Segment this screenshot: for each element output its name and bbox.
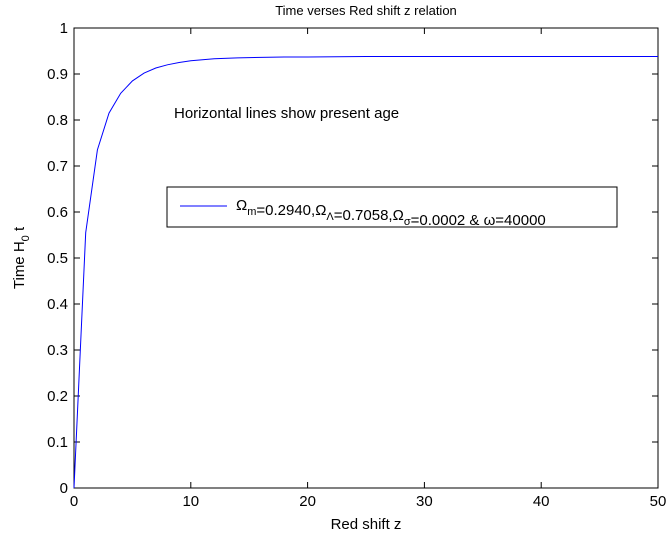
- y-tick-label: 0.9: [47, 66, 68, 83]
- y-tick-label: 0.8: [47, 112, 68, 129]
- y-label-subscript: 0: [20, 235, 32, 241]
- y-axis-label: Time H0 t: [11, 226, 32, 289]
- x-tick-label: 30: [416, 493, 433, 510]
- plot-area: [73, 27, 659, 489]
- y-tick-label: 0.3: [47, 342, 68, 359]
- legend-text: Ω: [236, 197, 247, 214]
- annotation-text: Horizontal lines show present age: [174, 105, 399, 122]
- y-tick-label: 0.4: [47, 296, 68, 313]
- y-tick-label: 0.5: [47, 250, 68, 267]
- legend-text: =0.7058,: [334, 207, 393, 224]
- legend-text: =0.2940,: [256, 202, 315, 219]
- x-tick-label: 50: [650, 493, 667, 510]
- axis-tick-labels: 0 10 20 30 40 50 0 0.1 0.2 0.3 0.4 0.5 0.6 0.7 0.8 0.9 1: [47, 20, 666, 510]
- x-axis-label: Red shift z: [331, 516, 402, 533]
- legend-subscript: σ: [404, 216, 411, 228]
- y-tick-label: 0.2: [47, 388, 68, 405]
- legend-text: Ω: [393, 207, 404, 224]
- legend-box: [166, 186, 618, 228]
- legend-text: Ω: [315, 202, 326, 219]
- y-label-text: Time H: [11, 241, 28, 289]
- legend-subscript: Λ: [326, 211, 334, 223]
- legend-text: =0.0002 & ω=40000: [411, 212, 546, 229]
- y-label-tail: t: [11, 226, 28, 235]
- x-tick-label: 0: [70, 493, 78, 510]
- y-tick-label: 0.7: [47, 158, 68, 175]
- x-tick-label: 20: [299, 493, 316, 510]
- x-tick-label: 10: [182, 493, 199, 510]
- chart-title: Time verses Red shift z relation: [275, 3, 457, 18]
- y-tick-label: 0: [60, 480, 68, 497]
- y-tick-label: 1: [60, 20, 68, 37]
- y-tick-label: 0.6: [47, 204, 68, 221]
- axis-ticks: [73, 27, 659, 489]
- legend-label: Ωm=0.2940,ΩΛ=0.7058,Ωσ=0.0002 & ω=40000: [236, 197, 546, 229]
- x-tick-label: 40: [533, 493, 550, 510]
- legend-subscript: m: [247, 206, 256, 218]
- y-tick-label: 0.1: [47, 434, 68, 451]
- series-line: [73, 56, 658, 489]
- legend: Ωm=0.2940,ΩΛ=0.7058,Ωσ=0.0002 & ω=40000: [166, 186, 618, 229]
